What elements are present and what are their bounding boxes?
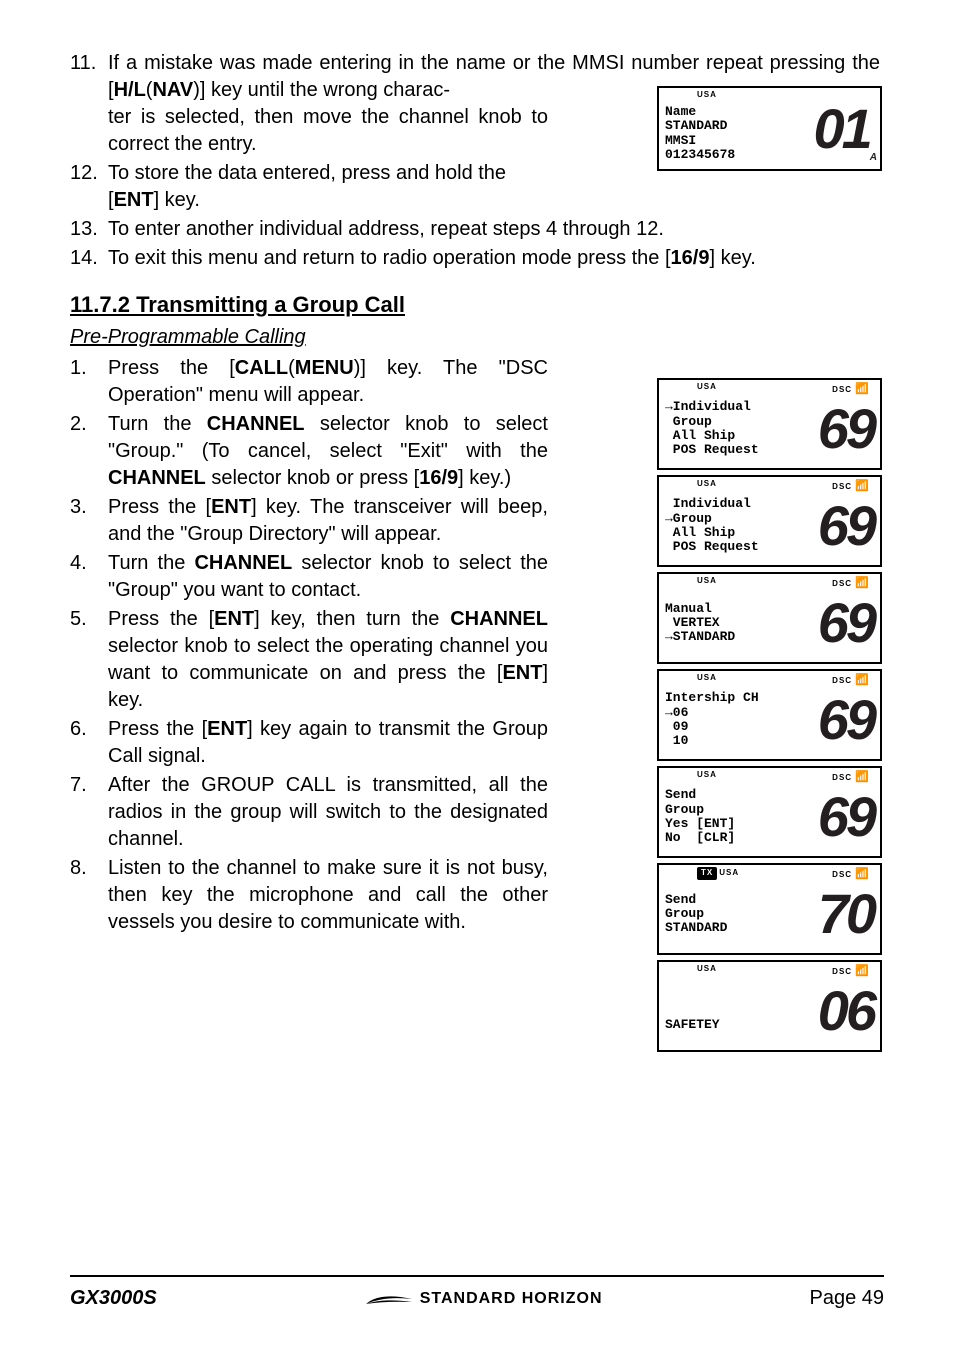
footer-logo: STANDARD HORIZON <box>364 1288 603 1310</box>
lcd-usa-label: USA <box>669 964 717 979</box>
lcd-text: SAFETEY <box>665 990 720 1033</box>
lcd-dsc-label: DSC 📶 <box>832 964 870 979</box>
lcd-text: Name STANDARD MMSI 012345678 <box>665 105 735 162</box>
lcd-usa-label: USA <box>669 770 717 785</box>
lcd-screen-7: USA DSC 📶 SAFETEY 06 <box>657 960 882 1052</box>
step-number: 14. <box>70 245 108 272</box>
lcd-channel: 69 <box>818 404 874 454</box>
lcd-channel: 69 <box>818 598 874 648</box>
lcd-text: Send Group Yes [ENT] No [CLR] <box>665 788 735 845</box>
lcd-text: →Individual Group All Ship POS Request <box>665 400 759 457</box>
lcd-dsc-label: DSC 📶 <box>832 382 870 397</box>
lcd-usa-label: USA <box>669 576 717 591</box>
step-number: 11. <box>70 50 108 158</box>
step-number: 1. <box>70 355 108 409</box>
step-number: 12. <box>70 160 108 214</box>
lcd-channel: 70 <box>818 889 874 939</box>
lcd-screen-top: USA Name STANDARD MMSI 012345678 01A <box>657 86 882 171</box>
tx-badge: TX <box>697 867 717 880</box>
lcd-dsc-label: DSC 📶 <box>832 479 870 494</box>
lcd-screen-1: USA DSC 📶 →Individual Group All Ship POS R… <box>657 378 882 470</box>
step-number: 8. <box>70 855 108 936</box>
step-13: 13. To enter another individual address,… <box>70 216 884 243</box>
lcd-screen-2: USA DSC 📶 Individual →Group All Ship POS … <box>657 475 882 567</box>
lcd-text: Individual →Group All Ship POS Request <box>665 497 759 554</box>
lcd-screen-4: USA DSC 📶 Intership CH →06 09 10 69 <box>657 669 882 761</box>
step-number: 4. <box>70 550 108 604</box>
lcd-usa-label: TXUSA <box>669 867 739 882</box>
lcd-text: Manual VERTEX →STANDARD <box>665 602 735 645</box>
step-number: 5. <box>70 606 108 714</box>
lcd-channel: 69 <box>818 501 874 551</box>
step-number: 6. <box>70 716 108 770</box>
lcd-usa-label: USA <box>669 479 717 494</box>
lcd-screen-5: USA DSC 📶 Send Group Yes [ENT] No [CLR] 69 <box>657 766 882 858</box>
lcd-channel: 69 <box>818 792 874 842</box>
step-text: To enter another individual address, rep… <box>108 216 884 243</box>
lcd-channel: 06 <box>818 986 874 1036</box>
footer-model: GX3000S <box>70 1285 157 1312</box>
lcd-channel: 01A <box>813 104 874 162</box>
lcd-dsc-label: DSC 📶 <box>832 770 870 785</box>
lcd-screen-6: TXUSA DSC 📶 Send Group STANDARD 70 <box>657 863 882 955</box>
page-footer: GX3000S STANDARD HORIZON Page 49 <box>70 1275 884 1312</box>
section-subheading: Pre-Programmable Calling <box>70 324 884 351</box>
lcd-dsc-label: DSC 📶 <box>832 673 870 688</box>
section-heading: 11.7.2 Transmitting a Group Call <box>70 290 884 320</box>
lcd-usa-label: USA <box>669 673 717 688</box>
step-14: 14. To exit this menu and return to radi… <box>70 245 884 272</box>
lcd-dsc-label: DSC 📶 <box>832 576 870 591</box>
logo-swoosh-icon <box>364 1290 414 1308</box>
footer-logo-text: STANDARD HORIZON <box>420 1288 603 1310</box>
lcd-text: Send Group STANDARD <box>665 893 727 936</box>
step-number: 13. <box>70 216 108 243</box>
step-number: 3. <box>70 494 108 548</box>
step-number: 7. <box>70 772 108 853</box>
lcd-usa-label: USA <box>669 382 717 397</box>
lcd-text: Intership CH →06 09 10 <box>665 691 759 748</box>
step-number: 2. <box>70 411 108 492</box>
footer-page: Page 49 <box>809 1285 884 1312</box>
lcd-screen-3: USA DSC 📶 Manual VERTEX →STANDARD 69 <box>657 572 882 664</box>
lcd-channel: 69 <box>818 695 874 745</box>
lcd-usa-label: USA <box>669 90 717 101</box>
lcd-dsc-label: DSC 📶 <box>832 867 870 882</box>
lcd-topbar: USA <box>659 90 880 101</box>
